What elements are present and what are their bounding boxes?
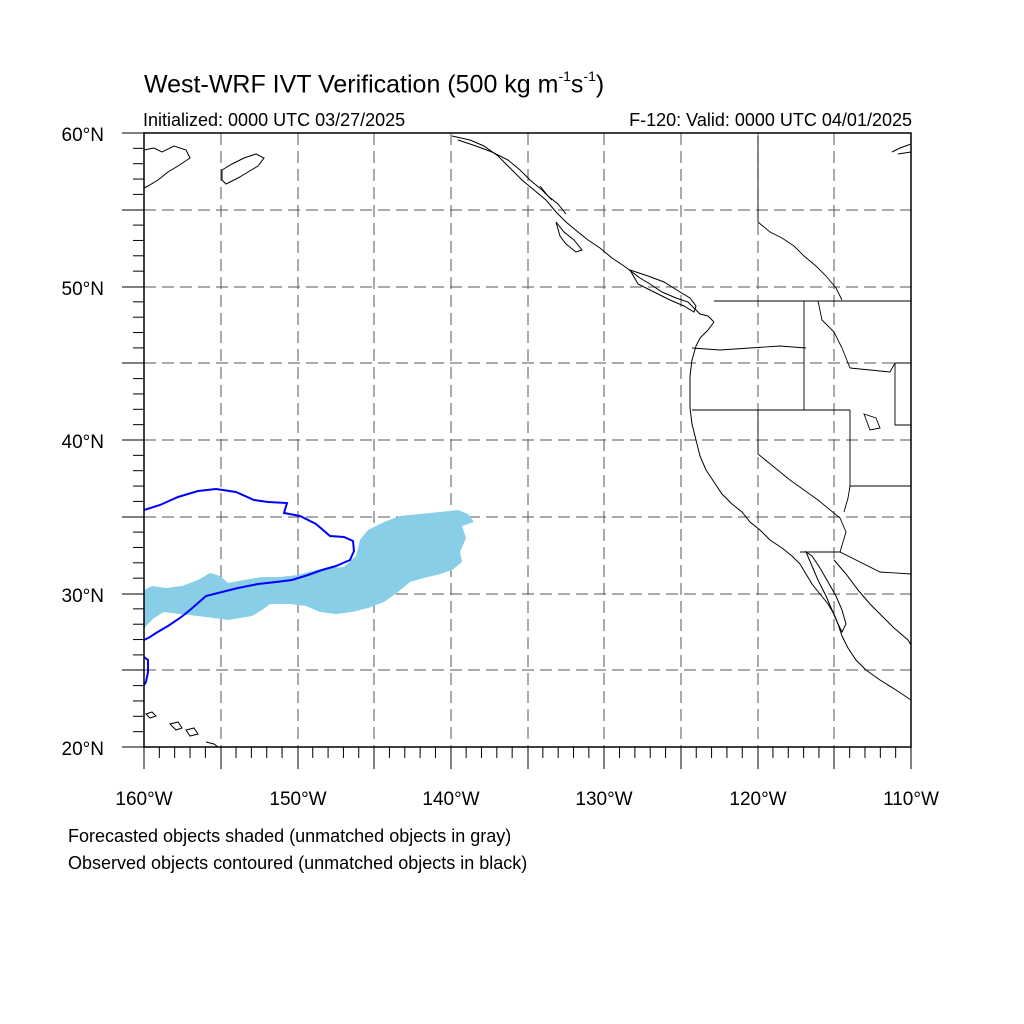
map-grid xyxy=(144,133,911,747)
axis-ticks xyxy=(122,132,912,769)
lon-label: 130°W xyxy=(575,789,632,810)
minor-ticks xyxy=(133,147,897,758)
lon-label: 160°W xyxy=(115,789,172,810)
forecast-note: Forecasted objects shaded (unmatched obj… xyxy=(68,826,512,846)
lon-label: 140°W xyxy=(422,789,479,810)
lat-label: 50°N xyxy=(62,279,104,300)
lat-label: 20°N xyxy=(62,739,104,760)
forecast-ivt-object xyxy=(144,510,474,630)
lat-label: 40°N xyxy=(62,432,104,453)
political-boundaries xyxy=(691,136,912,575)
lat-label: 30°N xyxy=(62,586,104,607)
lat-labels: 60°N 50°N 40°N 30°N 20°N xyxy=(62,125,104,760)
observed-note: Observed objects contoured (unmatched ob… xyxy=(68,853,528,873)
init-time-label: Initialized: 0000 UTC 03/27/2025 xyxy=(143,110,406,130)
lon-labels: 160°W 150°W 140°W 130°W 120°W 110°W xyxy=(115,789,939,810)
valid-time-label: F-120: Valid: 0000 UTC 04/01/2025 xyxy=(629,110,912,130)
lon-label: 120°W xyxy=(729,789,786,810)
observed-ivt-contour xyxy=(143,487,356,686)
lat-label: 60°N xyxy=(62,125,104,146)
chart-title: West-WRF IVT Verification (500 kg m-1s-1… xyxy=(144,68,605,99)
lon-label: 150°W xyxy=(269,789,326,810)
coastlines xyxy=(143,135,912,748)
lon-label: 110°W xyxy=(883,789,939,810)
